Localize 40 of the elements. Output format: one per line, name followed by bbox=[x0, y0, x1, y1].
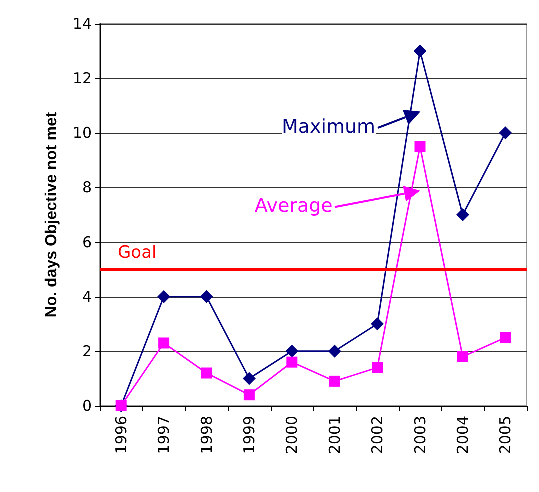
point bbox=[244, 390, 255, 401]
point bbox=[242, 372, 256, 386]
x-tick-label: 2000 bbox=[283, 416, 302, 454]
point bbox=[201, 368, 212, 379]
point bbox=[372, 362, 384, 374]
point bbox=[328, 344, 342, 358]
ref-line-label: Goal bbox=[118, 243, 157, 264]
x-tick-label: 1997 bbox=[155, 416, 174, 454]
point bbox=[456, 208, 470, 222]
point bbox=[158, 338, 170, 349]
point bbox=[200, 290, 214, 304]
point bbox=[286, 344, 299, 358]
point bbox=[329, 376, 340, 387]
y-tick-label: 6 bbox=[82, 233, 92, 252]
x-tick-label: 2003 bbox=[411, 416, 430, 454]
x-tick-label: 2004 bbox=[454, 416, 472, 454]
point bbox=[286, 356, 298, 368]
point bbox=[414, 44, 427, 58]
point bbox=[499, 126, 512, 140]
x-tick-label: 2005 bbox=[496, 416, 515, 454]
y-tick-label: 14 bbox=[72, 15, 92, 33]
y-axis-title: No. days Objective not met bbox=[44, 112, 60, 318]
point bbox=[414, 141, 426, 152]
point bbox=[500, 332, 512, 344]
point bbox=[457, 351, 468, 362]
x-tick-label: 1999 bbox=[240, 416, 258, 454]
legend-label: Average bbox=[254, 194, 333, 218]
y-tick-label: 8 bbox=[82, 178, 92, 197]
x-tick-label: 2002 bbox=[368, 416, 387, 454]
y-tick-label: 12 bbox=[72, 70, 92, 88]
y-tick-label: 4 bbox=[82, 288, 92, 306]
point bbox=[371, 318, 384, 331]
x-tick-label: 1998 bbox=[198, 416, 216, 454]
y-tick-label: 0 bbox=[82, 397, 92, 415]
y-tick-label: 10 bbox=[72, 124, 92, 142]
point bbox=[158, 290, 171, 304]
x-tick-label: 2001 bbox=[326, 416, 344, 454]
y-tick-label: 2 bbox=[82, 342, 92, 360]
legend-label: Maximum bbox=[282, 114, 376, 139]
x-tick-label: 1996 bbox=[112, 416, 130, 454]
